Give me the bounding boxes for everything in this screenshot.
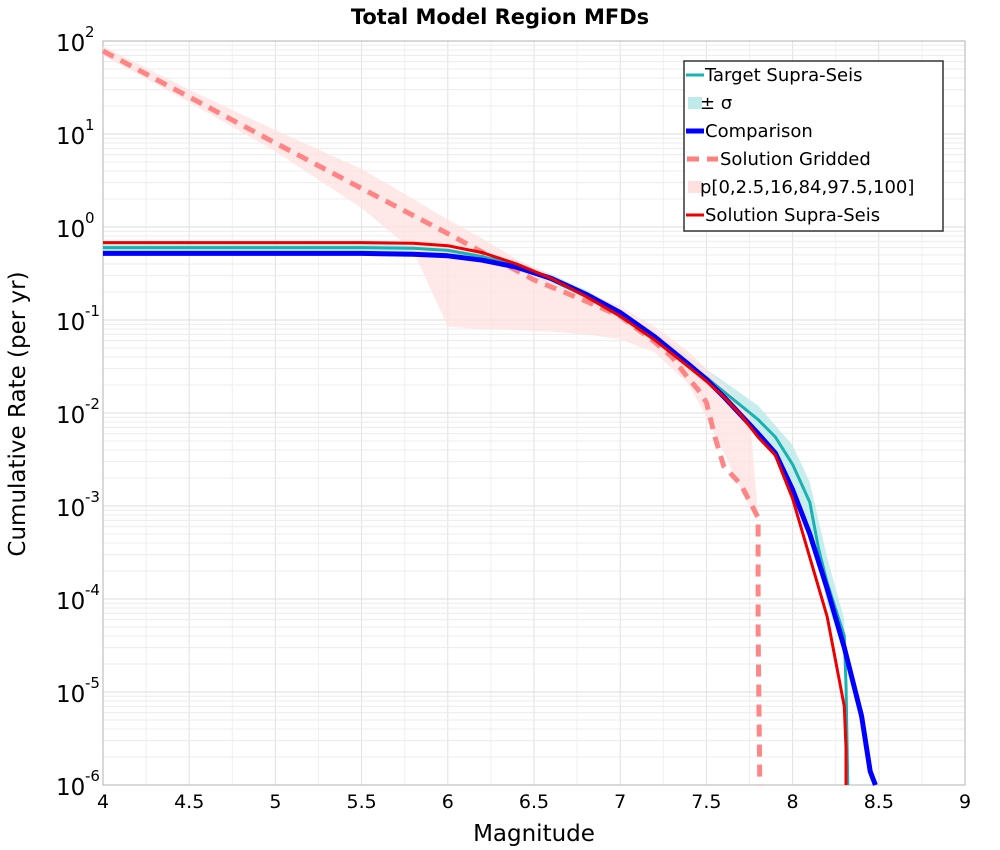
legend-label: Solution Gridded <box>720 149 871 170</box>
y-tick-label: 10 -4 <box>56 581 100 615</box>
y-tick-label: 10 1 <box>56 116 95 150</box>
y-tick-base: 10 <box>56 124 85 150</box>
y-tick-label: 10 -3 <box>56 488 100 522</box>
legend-item: Solution Gridded <box>687 149 871 170</box>
y-tick-base: 10 <box>56 589 85 615</box>
legend-item: p[0,2.5,16,84,97.5,100] <box>688 177 914 198</box>
legend-label: Solution Supra-Seis <box>705 205 880 226</box>
y-tick-base: 10 <box>56 31 85 57</box>
y-tick-exponent: 2 <box>85 23 95 41</box>
series-line-solution-gridded <box>101 48 763 786</box>
y-tick-label: 10 2 <box>56 23 95 57</box>
x-tick-label: 7 <box>614 791 626 813</box>
legend-items: Target Supra-Seis ± σ Comparison Solution G… <box>686 65 914 226</box>
y-tick-exponent: 1 <box>85 116 95 134</box>
legend-item: Comparison <box>686 121 813 142</box>
y-tick-exponent: -6 <box>85 767 100 785</box>
y-tick-base: 10 <box>56 310 85 336</box>
x-tick-label: 4 <box>97 791 109 813</box>
y-tick-base: 10 <box>56 775 85 801</box>
y-tick-exponent: -3 <box>85 488 100 506</box>
x-tick-label: 8 <box>787 791 799 813</box>
y-tick-label: 10 0 <box>56 209 95 243</box>
y-tick-label: 10 -5 <box>56 674 100 708</box>
y-tick-base: 10 <box>56 496 85 522</box>
legend: Target Supra-Seis ± σ Comparison Solution G… <box>683 60 944 232</box>
legend-label: Comparison <box>705 121 813 142</box>
x-tick-label: 5 <box>269 791 281 813</box>
chart-title: Total Model Region MFDs <box>351 5 649 29</box>
x-tick-label: 5.5 <box>346 791 376 813</box>
y-tick-label: 10 -6 <box>56 767 100 801</box>
x-tick-label: 6.5 <box>519 791 549 813</box>
y-axis-label: Cumulative Rate (per yr) <box>5 271 31 556</box>
y-tick-base: 10 <box>56 403 85 429</box>
series-line-comparison <box>103 250 878 786</box>
percentile-band <box>103 46 759 521</box>
x-tick-label: 8.5 <box>864 791 894 813</box>
legend-item: Solution Supra-Seis <box>686 205 880 226</box>
x-tick-labels: 4 4.5 5 5.5 6 6.5 7 7.5 8 8.5 9 <box>97 791 971 813</box>
y-tick-base: 10 <box>56 682 85 708</box>
legend-item: Target Supra-Seis <box>686 65 862 86</box>
y-tick-exponent: -1 <box>85 302 100 320</box>
y-tick-label: 10 -2 <box>56 395 100 429</box>
x-tick-label: 7.5 <box>691 791 721 813</box>
y-tick-exponent: -5 <box>85 674 100 692</box>
x-tick-label: 6 <box>442 791 454 813</box>
y-tick-exponent: -2 <box>85 395 100 413</box>
x-axis-label: Magnitude <box>473 821 595 847</box>
legend-label: ± σ <box>700 93 732 114</box>
legend-item: ± σ <box>688 93 732 114</box>
legend-label: p[0,2.5,16,84,97.5,100] <box>700 177 914 198</box>
legend-box <box>683 60 944 232</box>
series-lines <box>101 48 878 786</box>
y-tick-base: 10 <box>56 217 85 243</box>
x-tick-label: 9 <box>959 791 971 813</box>
x-tick-label: 4.5 <box>174 791 204 813</box>
legend-swatch <box>688 97 702 109</box>
series-line-solution-supra-seis <box>103 241 848 785</box>
y-tick-exponent: -4 <box>85 581 100 599</box>
y-tick-label: 10 -1 <box>56 302 100 336</box>
legend-label: Target Supra-Seis <box>704 65 862 86</box>
plot-frame <box>102 40 966 786</box>
y-tick-exponent: 0 <box>85 209 95 227</box>
legend-swatch <box>688 181 702 193</box>
